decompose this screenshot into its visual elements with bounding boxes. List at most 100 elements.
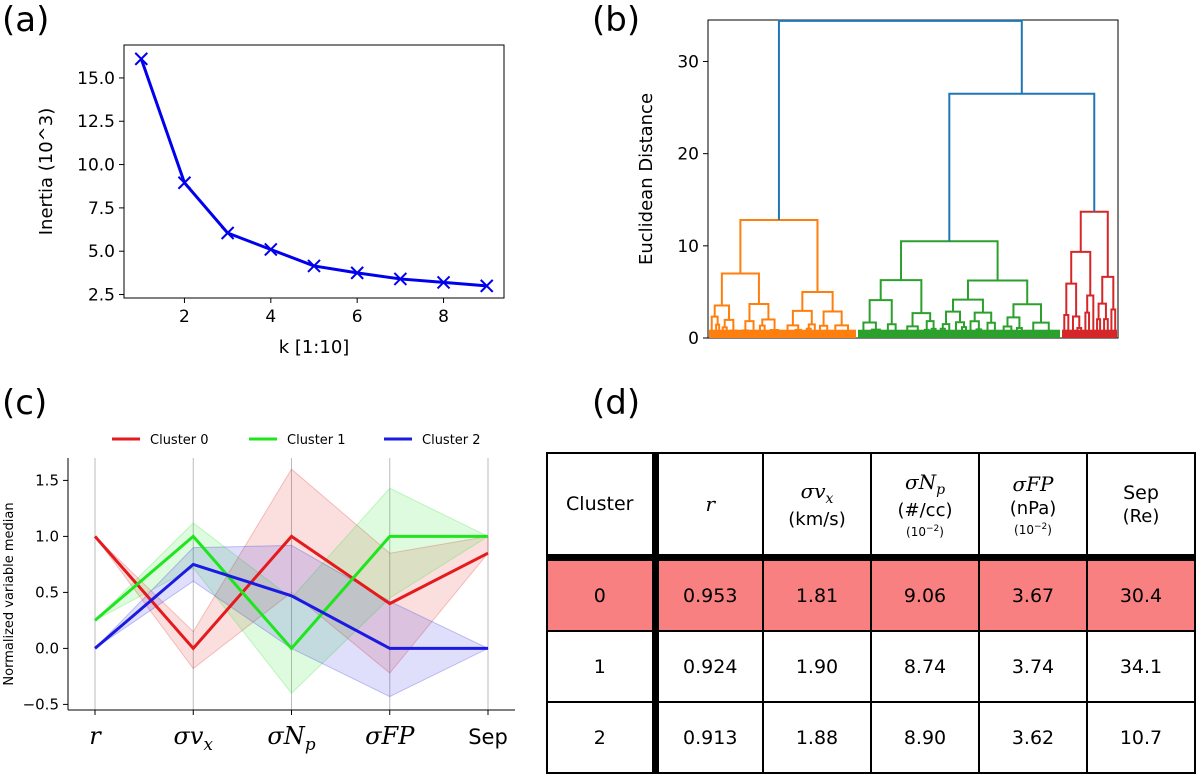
- table-row: 1 0.924 1.90 8.74 3.74 34.1: [546, 630, 1196, 703]
- cell-sep: 30.4: [1086, 556, 1196, 632]
- panel-label-a: (a): [2, 0, 50, 40]
- data-point-marker: [436, 275, 451, 290]
- series-line: [93, 534, 489, 651]
- cell-np: 9.06: [870, 556, 980, 632]
- plot-frame: [123, 44, 505, 299]
- dendrogram-link: [879, 279, 923, 314]
- data-point-marker: [480, 279, 494, 293]
- data-point-marker: [307, 259, 321, 273]
- legend-label: Cluster 1: [287, 433, 346, 448]
- dendrogram-link: [906, 325, 919, 333]
- header-r: r: [654, 452, 764, 559]
- y-tick-label: 12.5: [77, 112, 115, 132]
- x-tick-label: 6: [352, 307, 363, 327]
- dendrogram-link: [739, 219, 819, 292]
- x-axis-label: k [1:10]: [279, 337, 350, 358]
- y-tick-label: 0: [688, 329, 699, 349]
- table-header-row: Cluster r σvx (km/s) σNp (#/cc) (10−2) σ…: [546, 452, 1196, 559]
- y-tick-label: 1.0: [35, 527, 59, 545]
- dendrogram-link: [862, 321, 877, 333]
- header-sep: Sep (Re): [1086, 452, 1196, 559]
- dendrogram-link: [1012, 303, 1043, 323]
- cell-r: 0.913: [654, 701, 764, 774]
- y-axis-label: Normalized variable median: [2, 502, 17, 685]
- cell-np: 8.90: [870, 701, 980, 774]
- cell-r: 0.953: [654, 556, 764, 632]
- cell-sep: 34.1: [1086, 630, 1196, 703]
- panel-label-d: (d): [592, 383, 641, 423]
- y-tick-label: 10.0: [77, 156, 115, 176]
- table-row: 2 0.913 1.88 8.90 3.62 10.7: [546, 701, 1196, 774]
- cell-sv: 1.88: [762, 701, 872, 774]
- legend-label: Cluster 0: [150, 433, 209, 448]
- x-tick-label: σvx: [174, 722, 214, 754]
- cell-cluster: 0: [546, 556, 659, 632]
- dendrogram-link: [966, 279, 1029, 305]
- y-tick-label: 0.0: [35, 639, 59, 657]
- cell-cluster: 2: [546, 701, 659, 774]
- y-tick-label: 15.0: [77, 69, 115, 89]
- data-point-marker: [220, 226, 235, 240]
- dendrogram-link: [1070, 250, 1092, 296]
- x-tick-label: 4: [265, 307, 276, 327]
- dendrogram-link: [761, 318, 776, 331]
- series-line: [94, 534, 488, 651]
- dendrogram-link: [744, 320, 755, 332]
- dendrogram-link: [1101, 275, 1115, 310]
- data-point-marker: [134, 52, 148, 66]
- header-cluster: Cluster: [546, 452, 659, 559]
- dendrogram-link: [868, 299, 893, 325]
- cell-sv: 1.81: [762, 556, 872, 632]
- header-sigma-np: σNp (#/cc) (10−2): [870, 452, 980, 559]
- dendrogram-link: [801, 290, 834, 312]
- x-tick-label: Sep: [468, 725, 508, 749]
- y-tick-label: 10: [677, 237, 699, 257]
- cell-np: 8.74: [870, 630, 980, 703]
- cell-r: 0.924: [654, 630, 764, 703]
- dendrogram-link: [1086, 294, 1095, 338]
- cell-fp: 3.67: [978, 556, 1088, 632]
- cluster-median-chart: Cluster 0 Cluster 1 Cluster 2 −0.5 0.0 0.5 1.0…: [2, 433, 515, 754]
- data-point-marker: [177, 176, 192, 190]
- y-axis-label: Inertia (10^3): [36, 108, 57, 236]
- x-tick-label: r: [89, 722, 102, 750]
- legend-label: Cluster 2: [422, 433, 481, 448]
- y-tick-label: 5.0: [88, 242, 115, 262]
- cluster-stats-table: Cluster r σvx (km/s) σNp (#/cc) (10−2) σ…: [546, 452, 1196, 774]
- x-tick-label: 2: [179, 307, 190, 327]
- header-sigma-vx: σvx (km/s): [762, 452, 872, 559]
- dendrogram-link: [1096, 318, 1102, 338]
- dendrogram-link: [900, 240, 999, 281]
- dendrogram-link: [1103, 318, 1109, 338]
- plot-frame: [707, 19, 1119, 339]
- dendrogram-link: [791, 309, 813, 326]
- cell-cluster: 1: [546, 630, 659, 703]
- cell-sep: 10.7: [1086, 701, 1196, 774]
- y-tick-label: 1.5: [35, 471, 59, 489]
- elbow-chart: 2 4 6 8 2.5 5.0 7.5 10.0 12.5 15.0 k [1:10] Inertia…: [36, 44, 505, 358]
- x-tick-label: 8: [438, 307, 449, 327]
- dendrogram-link: [1097, 302, 1107, 320]
- dendrogram-leaf-band: [858, 329, 1060, 338]
- dendrogram-link: [1065, 282, 1078, 317]
- y-tick-label: 7.5: [88, 199, 115, 219]
- cell-fp: 3.62: [978, 701, 1088, 774]
- panel-label-c: (c): [2, 383, 48, 423]
- dendrogram-chart: 0 10 20 30 Euclidean Distance: [636, 19, 1119, 349]
- series-line: [94, 562, 488, 650]
- y-tick-label: 0.5: [35, 583, 59, 601]
- dendrogram-link: [911, 312, 932, 327]
- x-tick-label: σNp: [267, 722, 315, 754]
- dendrogram-link: [777, 19, 1023, 221]
- cell-fp: 3.74: [978, 630, 1088, 703]
- cell-sv: 1.90: [762, 630, 872, 703]
- y-axis-label: Euclidean Distance: [636, 93, 657, 265]
- data-point-marker: [393, 272, 408, 286]
- data-point-marker: [264, 242, 278, 257]
- dendrogram-link: [822, 310, 843, 326]
- table-row: 0 0.953 1.81 9.06 3.67 30.4: [546, 556, 1196, 632]
- dendrogram-link: [1079, 210, 1109, 277]
- y-tick-label: 30: [677, 52, 699, 72]
- header-sigma-fp: σFP (nPa) (10−2): [978, 452, 1088, 559]
- y-tick-label: −0.5: [23, 695, 59, 713]
